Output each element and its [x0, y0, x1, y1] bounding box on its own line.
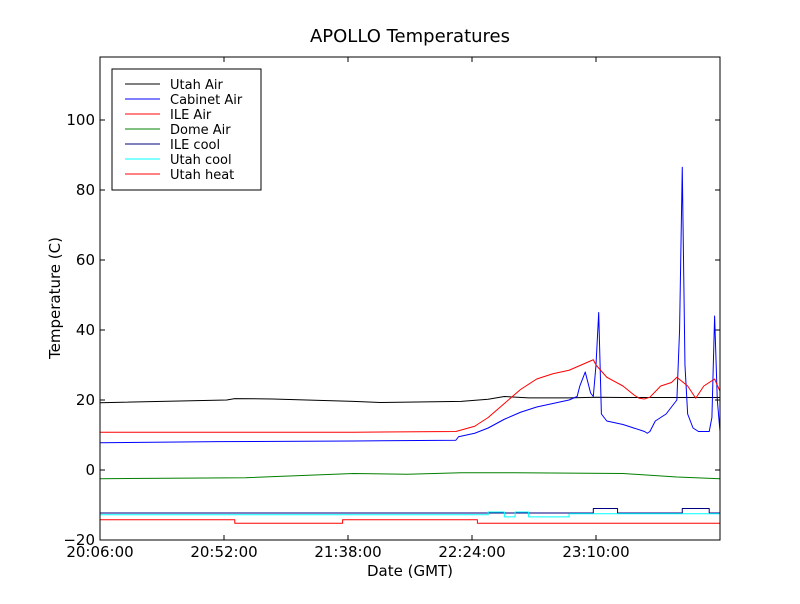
x-tick-label: 22:24:00 [438, 543, 505, 561]
y-tick-label: 40 [76, 321, 95, 339]
series-line-ile-air [100, 359, 720, 433]
x-tick-label: 20:52:00 [190, 543, 257, 561]
y-axis-label: Temperature (C) [46, 237, 64, 360]
series-line-cabinet-air [100, 166, 720, 444]
chart-title: APOLLO Temperatures [309, 26, 511, 47]
x-axis-label: Date (GMT) [367, 562, 453, 580]
y-tick-label: 60 [76, 251, 95, 269]
y-tick-label: 80 [76, 181, 95, 199]
x-tick-label: 21:38:00 [314, 543, 381, 561]
series-line-dome-air [100, 472, 720, 480]
series-line-utah-cool [100, 511, 720, 518]
y-tick-label: −20 [63, 531, 95, 549]
y-tick-label: 20 [76, 391, 95, 409]
series-line-utah-heat [100, 519, 720, 524]
series-line-ile-cool [100, 508, 720, 514]
legend-label: ILE Air [170, 108, 212, 123]
y-tick-label: 0 [85, 461, 95, 479]
series-layer [100, 166, 720, 524]
x-tick-label: 23:10:00 [562, 543, 629, 561]
x-tick-label: 20:06:00 [66, 543, 133, 561]
series-line-utah-air [100, 396, 720, 404]
legend-label: ILE cool [170, 138, 220, 153]
legend-label: Dome Air [170, 123, 231, 138]
legend-label: Utah cool [170, 153, 232, 168]
legend-label: Utah Air [170, 78, 223, 93]
ticks-layer: 20:06:00 20:52:00 21:38:00 22:24:00 23:10:00… [63, 57, 720, 561]
legend-label: Cabinet Air [170, 93, 243, 108]
plot-frame [99, 56, 721, 541]
y-tick-label: 100 [66, 111, 95, 129]
legend-label: Utah heat [170, 168, 234, 183]
